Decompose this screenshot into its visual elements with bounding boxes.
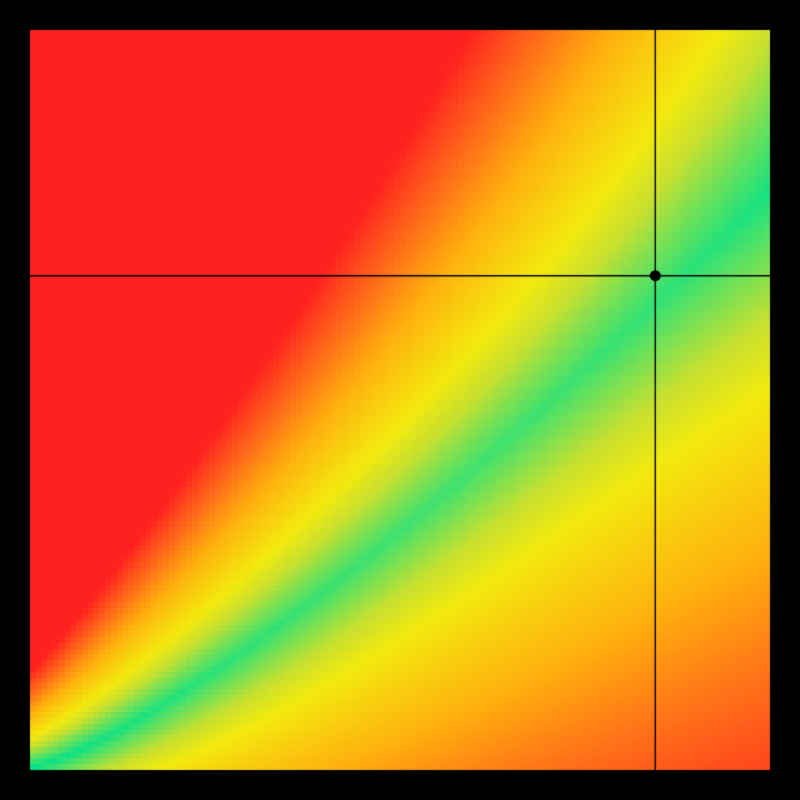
chart-container: TheBottleneck.com xyxy=(0,0,800,800)
heatmap-canvas xyxy=(0,0,800,800)
